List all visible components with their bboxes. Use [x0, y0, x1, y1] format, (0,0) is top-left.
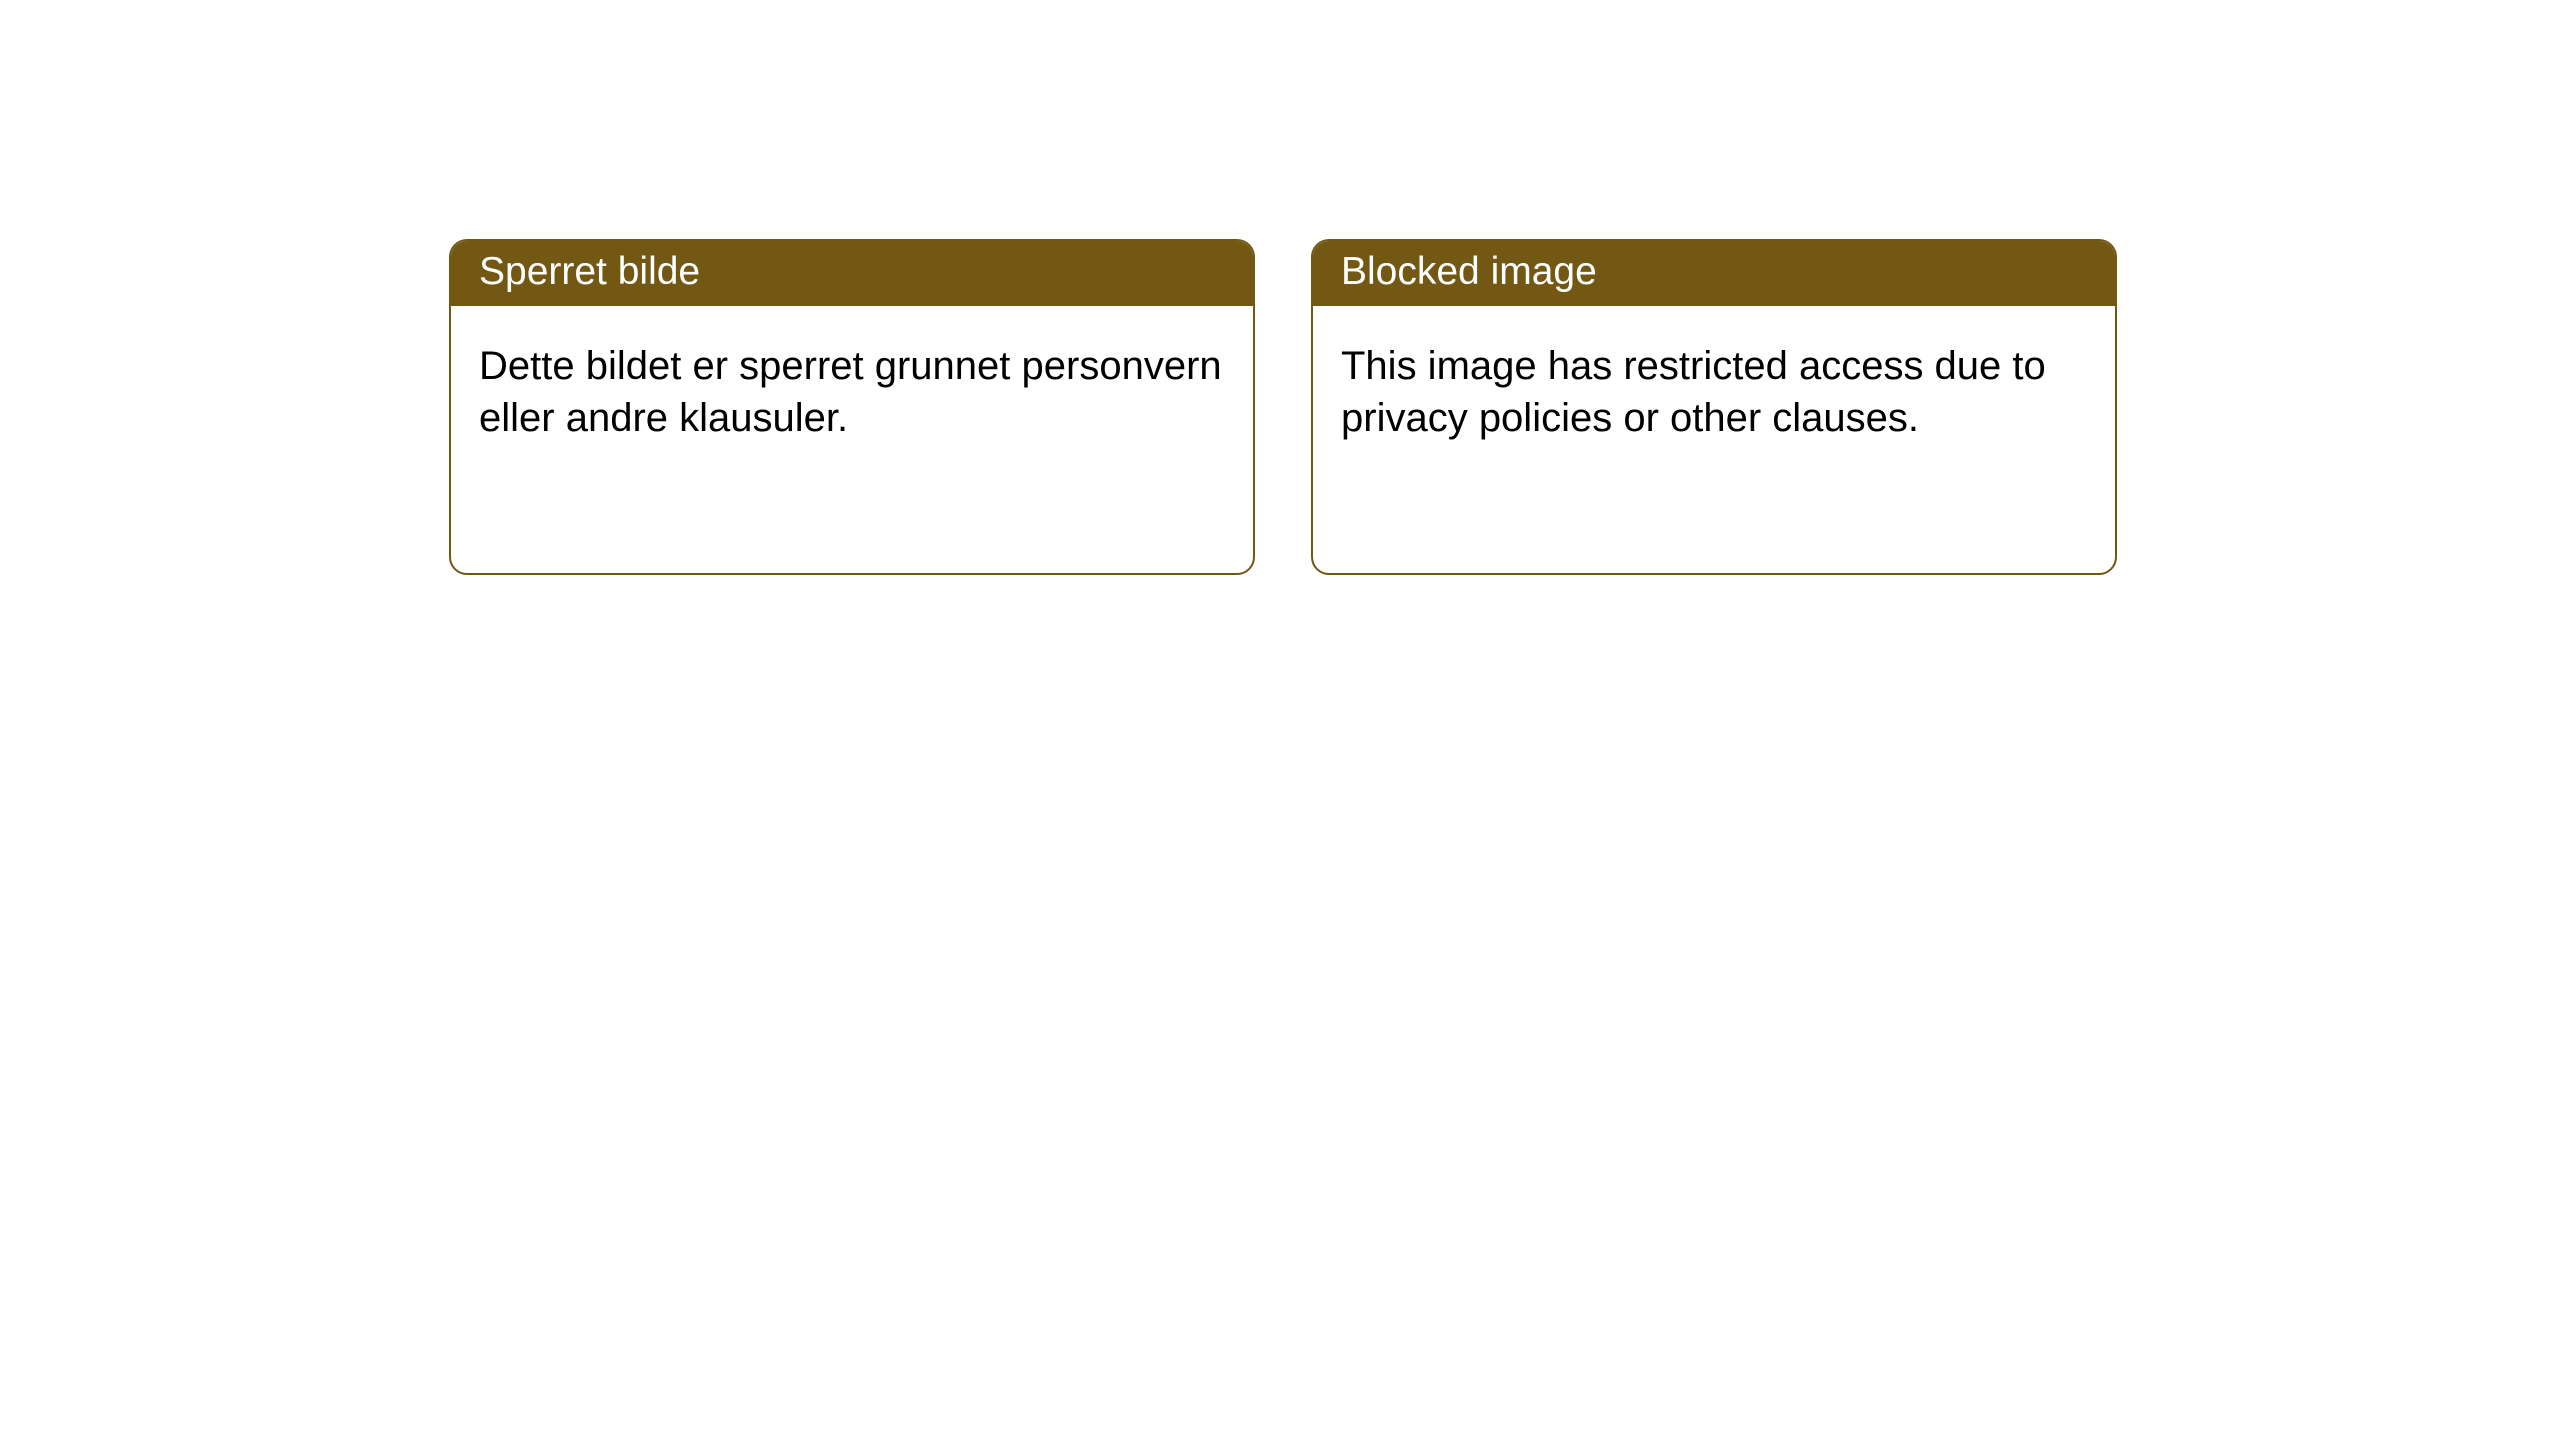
notice-card-norwegian: Sperret bilde Dette bildet er sperret gr… [449, 239, 1255, 575]
notice-card-body: Dette bildet er sperret grunnet personve… [451, 306, 1253, 478]
notice-card-header: Blocked image [1313, 241, 2115, 306]
notice-card-title: Sperret bilde [479, 250, 700, 293]
notice-card-body-text: Dette bildet er sperret grunnet personve… [479, 344, 1222, 440]
notice-card-body-text: This image has restricted access due to … [1341, 344, 2046, 440]
notice-card-english: Blocked image This image has restricted … [1311, 239, 2117, 575]
notice-cards-container: Sperret bilde Dette bildet er sperret gr… [0, 0, 2560, 575]
notice-card-body: This image has restricted access due to … [1313, 306, 2115, 478]
notice-card-header: Sperret bilde [451, 241, 1253, 306]
notice-card-title: Blocked image [1341, 250, 1597, 293]
